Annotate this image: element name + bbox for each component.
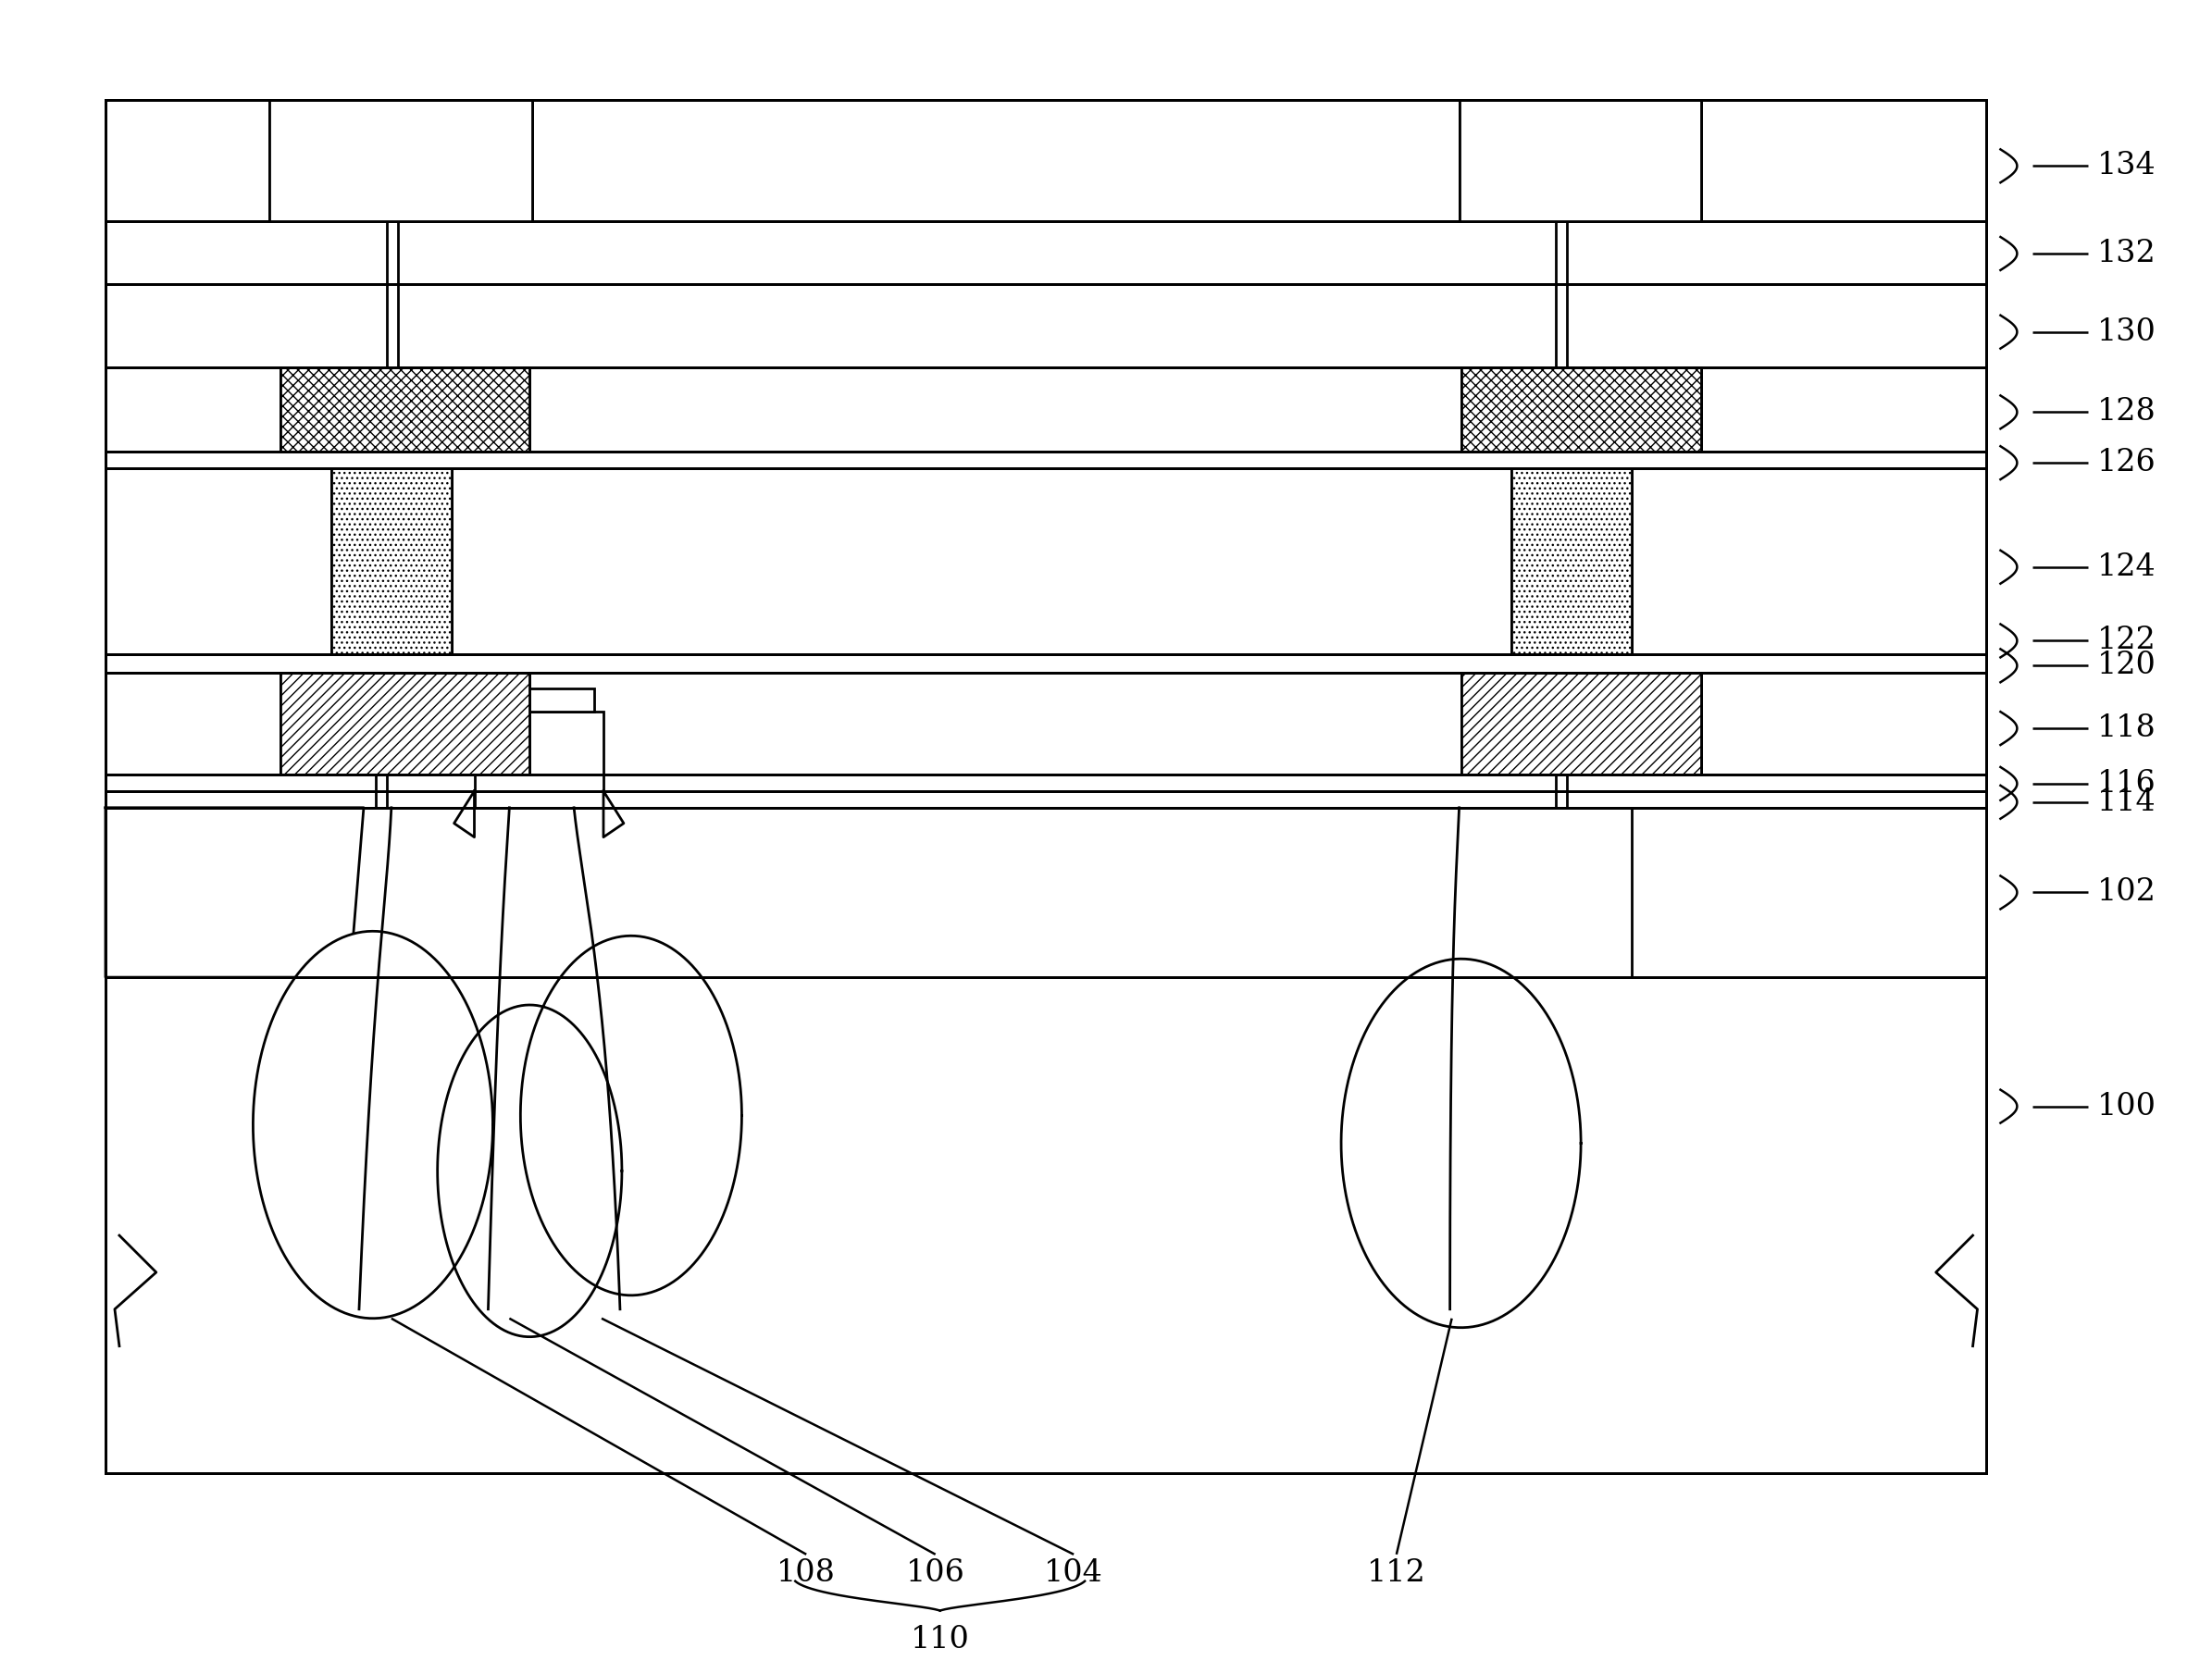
Text: 100: 100 <box>2097 1091 2157 1121</box>
Text: 116: 116 <box>2097 769 2157 799</box>
Bar <box>106 100 1986 1473</box>
Polygon shape <box>520 935 741 1296</box>
Text: 134: 134 <box>2097 151 2157 181</box>
Bar <box>106 100 1986 1473</box>
Text: 110: 110 <box>911 1624 969 1654</box>
Bar <box>281 367 529 452</box>
Bar <box>484 689 595 713</box>
Bar <box>451 468 1511 654</box>
Text: 130: 130 <box>2097 317 2157 347</box>
Text: 118: 118 <box>2097 714 2157 742</box>
Text: 114: 114 <box>2097 787 2157 817</box>
Bar <box>1511 468 1632 654</box>
Bar <box>1460 673 1701 774</box>
Text: 120: 120 <box>2097 651 2157 681</box>
Bar <box>1460 100 1701 221</box>
Bar <box>1460 673 1701 774</box>
Bar <box>281 367 529 452</box>
Text: 126: 126 <box>2097 448 2157 478</box>
Polygon shape <box>453 791 473 837</box>
Text: 132: 132 <box>2097 239 2157 269</box>
Bar <box>281 673 529 774</box>
Polygon shape <box>252 932 493 1319</box>
Text: 108: 108 <box>776 1558 836 1588</box>
Bar <box>1460 367 1701 452</box>
Polygon shape <box>106 807 363 977</box>
Bar <box>281 673 529 774</box>
Bar <box>270 100 533 221</box>
Text: 104: 104 <box>1044 1558 1104 1588</box>
Bar <box>473 713 604 791</box>
Bar <box>1460 100 1701 221</box>
Bar <box>332 468 451 654</box>
Text: 102: 102 <box>2097 877 2157 907</box>
Text: 128: 128 <box>2097 397 2157 427</box>
Bar <box>106 100 1986 1473</box>
Bar <box>473 791 604 807</box>
Bar <box>332 468 451 654</box>
Polygon shape <box>1340 958 1582 1327</box>
Bar <box>270 100 533 221</box>
Polygon shape <box>604 791 624 837</box>
Bar <box>1460 367 1701 452</box>
Text: 112: 112 <box>1367 1558 1427 1588</box>
Polygon shape <box>438 1005 622 1337</box>
Text: 122: 122 <box>2097 626 2157 656</box>
Polygon shape <box>1632 807 1986 977</box>
Text: 124: 124 <box>2097 551 2157 581</box>
Text: 106: 106 <box>907 1558 964 1588</box>
Bar <box>1511 468 1632 654</box>
